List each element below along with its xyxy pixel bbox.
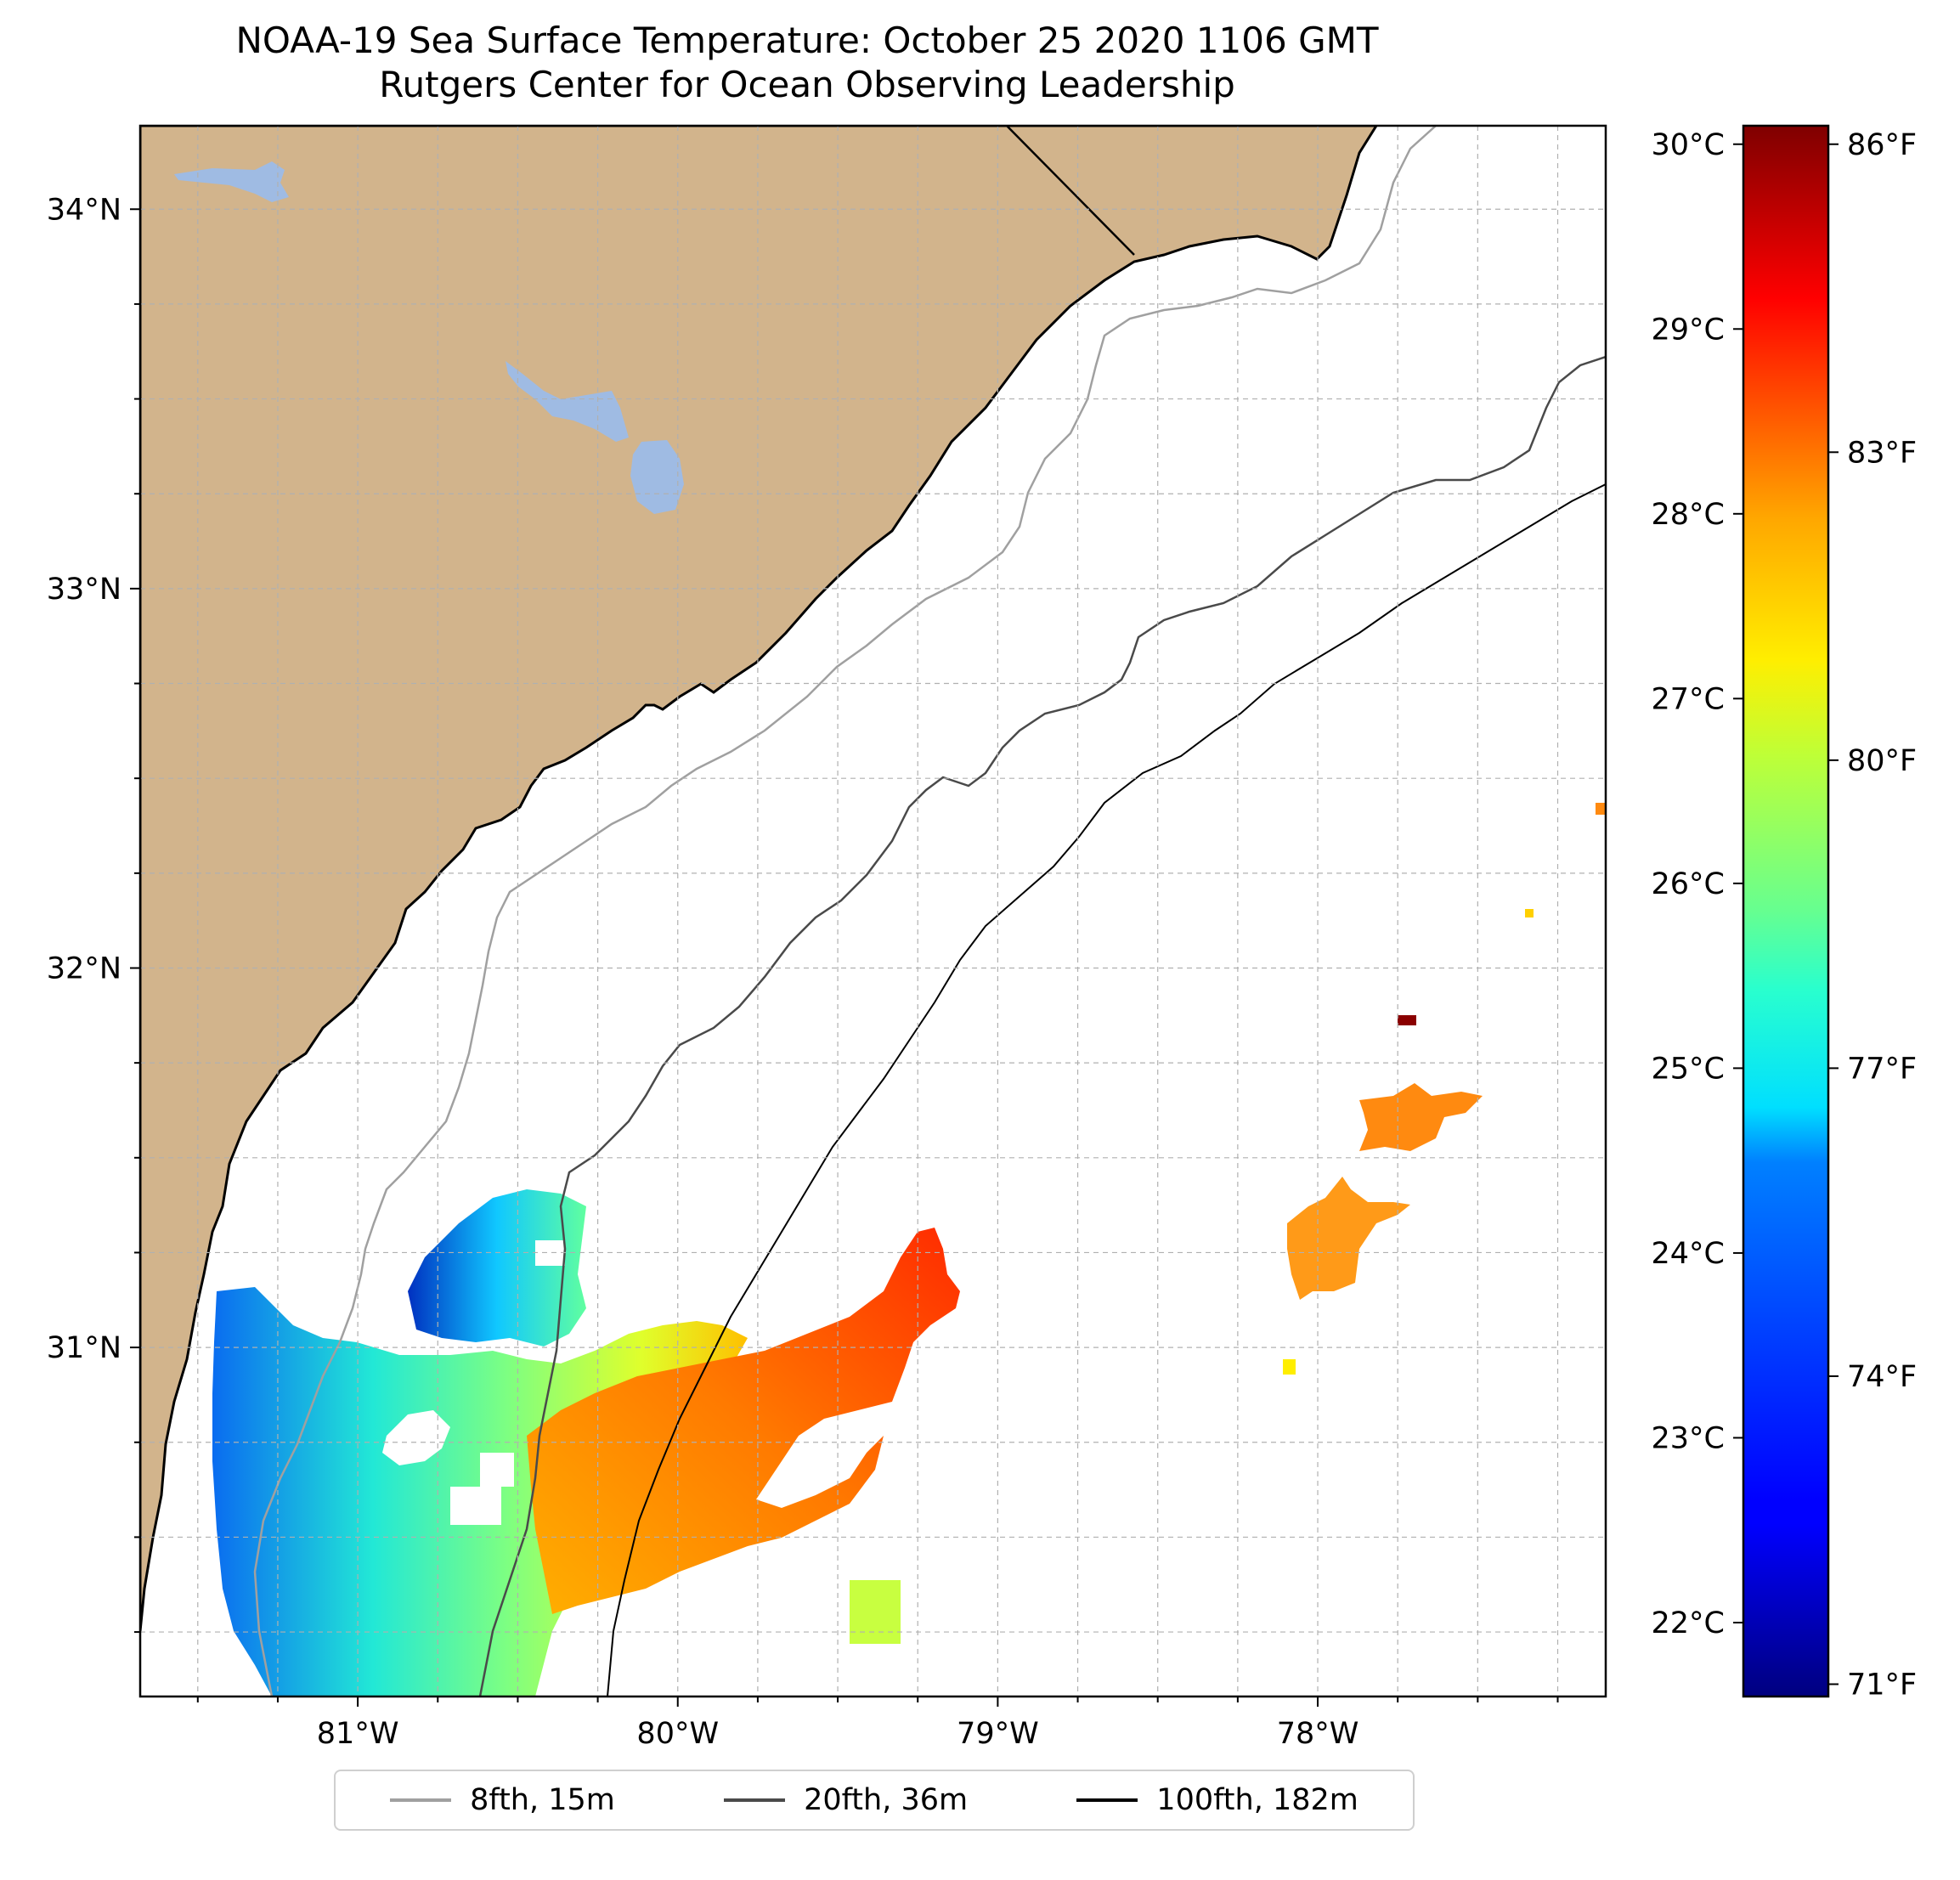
legend-item-15m: 8fth, 15m [390,1783,615,1817]
legend-line-15m [390,1798,452,1802]
lon-tick-label: 80°W [636,1717,719,1751]
land-mass [140,126,1378,1632]
legend-line-182m [1076,1798,1138,1802]
cloud-gap [480,1453,514,1487]
map-axis-ticks: 81°W 80°W 79°W 78°W 31°N 32°N 33°N 34°N [47,193,1559,1751]
map-panel: 81°W 80°W 79°W 78°W 31°N 32°N 33°N 34°N [47,124,1607,1751]
title-block: NOAA-19 Sea Surface Temperature: October… [0,19,1614,107]
sst-patch-northeast [1359,1083,1483,1151]
fahrenheit-tick-label: 74°F [1847,1360,1917,1394]
legend-label: 100fth, 182m [1156,1783,1358,1817]
sst-patch-gulfstream [527,1228,960,1614]
map-subtitle: Rutgers Center for Ocean Observing Leade… [379,64,1235,105]
sst-patch-small [1596,803,1606,815]
colorbar-gradient [1742,124,1830,1698]
legend-line-36m [724,1798,786,1802]
celsius-tick-label: 24°C [1652,1237,1725,1271]
legend-label: 8fth, 15m [470,1783,615,1817]
fahrenheit-tick-label: 83°F [1847,436,1917,470]
map-title: NOAA-19 Sea Surface Temperature: October… [235,20,1379,61]
isobath-legend: 8fth, 15m 20fth, 36m 100fth, 182m [334,1770,1415,1831]
colorbar-ticks: 22°C 23°C 24°C 25°C 26°C 27°C 28°C 29°C 30°C 71°F… [1652,128,1918,1702]
lat-tick-label: 33°N [47,573,121,607]
celsius-tick-label: 28°C [1652,498,1725,532]
sst-patch-small [1283,1359,1296,1375]
lat-tick-label: 32°N [47,951,121,985]
celsius-tick-label: 30°C [1652,128,1725,162]
cloud-gap [450,1487,501,1525]
isobath-182m [607,483,1606,1697]
fahrenheit-tick-label: 71°F [1847,1668,1917,1702]
sst-patch-small [1398,1015,1416,1025]
lake [506,361,629,442]
lon-tick-label: 78°W [1277,1717,1359,1751]
cloud-gap [382,1410,450,1465]
celsius-tick-label: 22°C [1652,1606,1725,1640]
lat-tick-label: 34°N [47,193,121,227]
lake [630,440,684,514]
sst-patch-small [1525,909,1534,917]
legend-label: 20fth, 36m [804,1783,969,1817]
fahrenheit-tick-label: 86°F [1847,128,1917,162]
celsius-tick-label: 27°C [1652,682,1725,716]
celsius-tick-label: 23°C [1652,1421,1725,1455]
sst-patch-north [408,1189,586,1346]
map-gridlines [140,126,1606,1697]
map-frame [138,124,1607,1698]
celsius-tick-label: 25°C [1652,1052,1725,1086]
lon-tick-label: 81°W [317,1717,399,1751]
celsius-tick-label: 26°C [1652,867,1725,901]
state-border [1006,126,1135,256]
lon-tick-label: 79°W [957,1717,1039,1751]
legend-item-182m: 100fth, 182m [1076,1783,1358,1817]
isobath-36m [478,355,1606,1697]
celsius-tick-label: 29°C [1652,313,1725,347]
colorbar: 22°C 23°C 24°C 25°C 26°C 27°C 28°C 29°C 30°C 71°F… [1652,124,1918,1702]
lat-tick-label: 31°N [47,1331,121,1365]
fahrenheit-tick-label: 80°F [1847,744,1917,778]
legend-item-36m: 20fth, 36m [724,1783,968,1817]
cloud-gap [535,1240,565,1266]
lake [174,161,289,202]
sst-patch-small [850,1580,901,1644]
sst-data [212,803,1606,1697]
fahrenheit-tick-label: 77°F [1847,1052,1917,1086]
